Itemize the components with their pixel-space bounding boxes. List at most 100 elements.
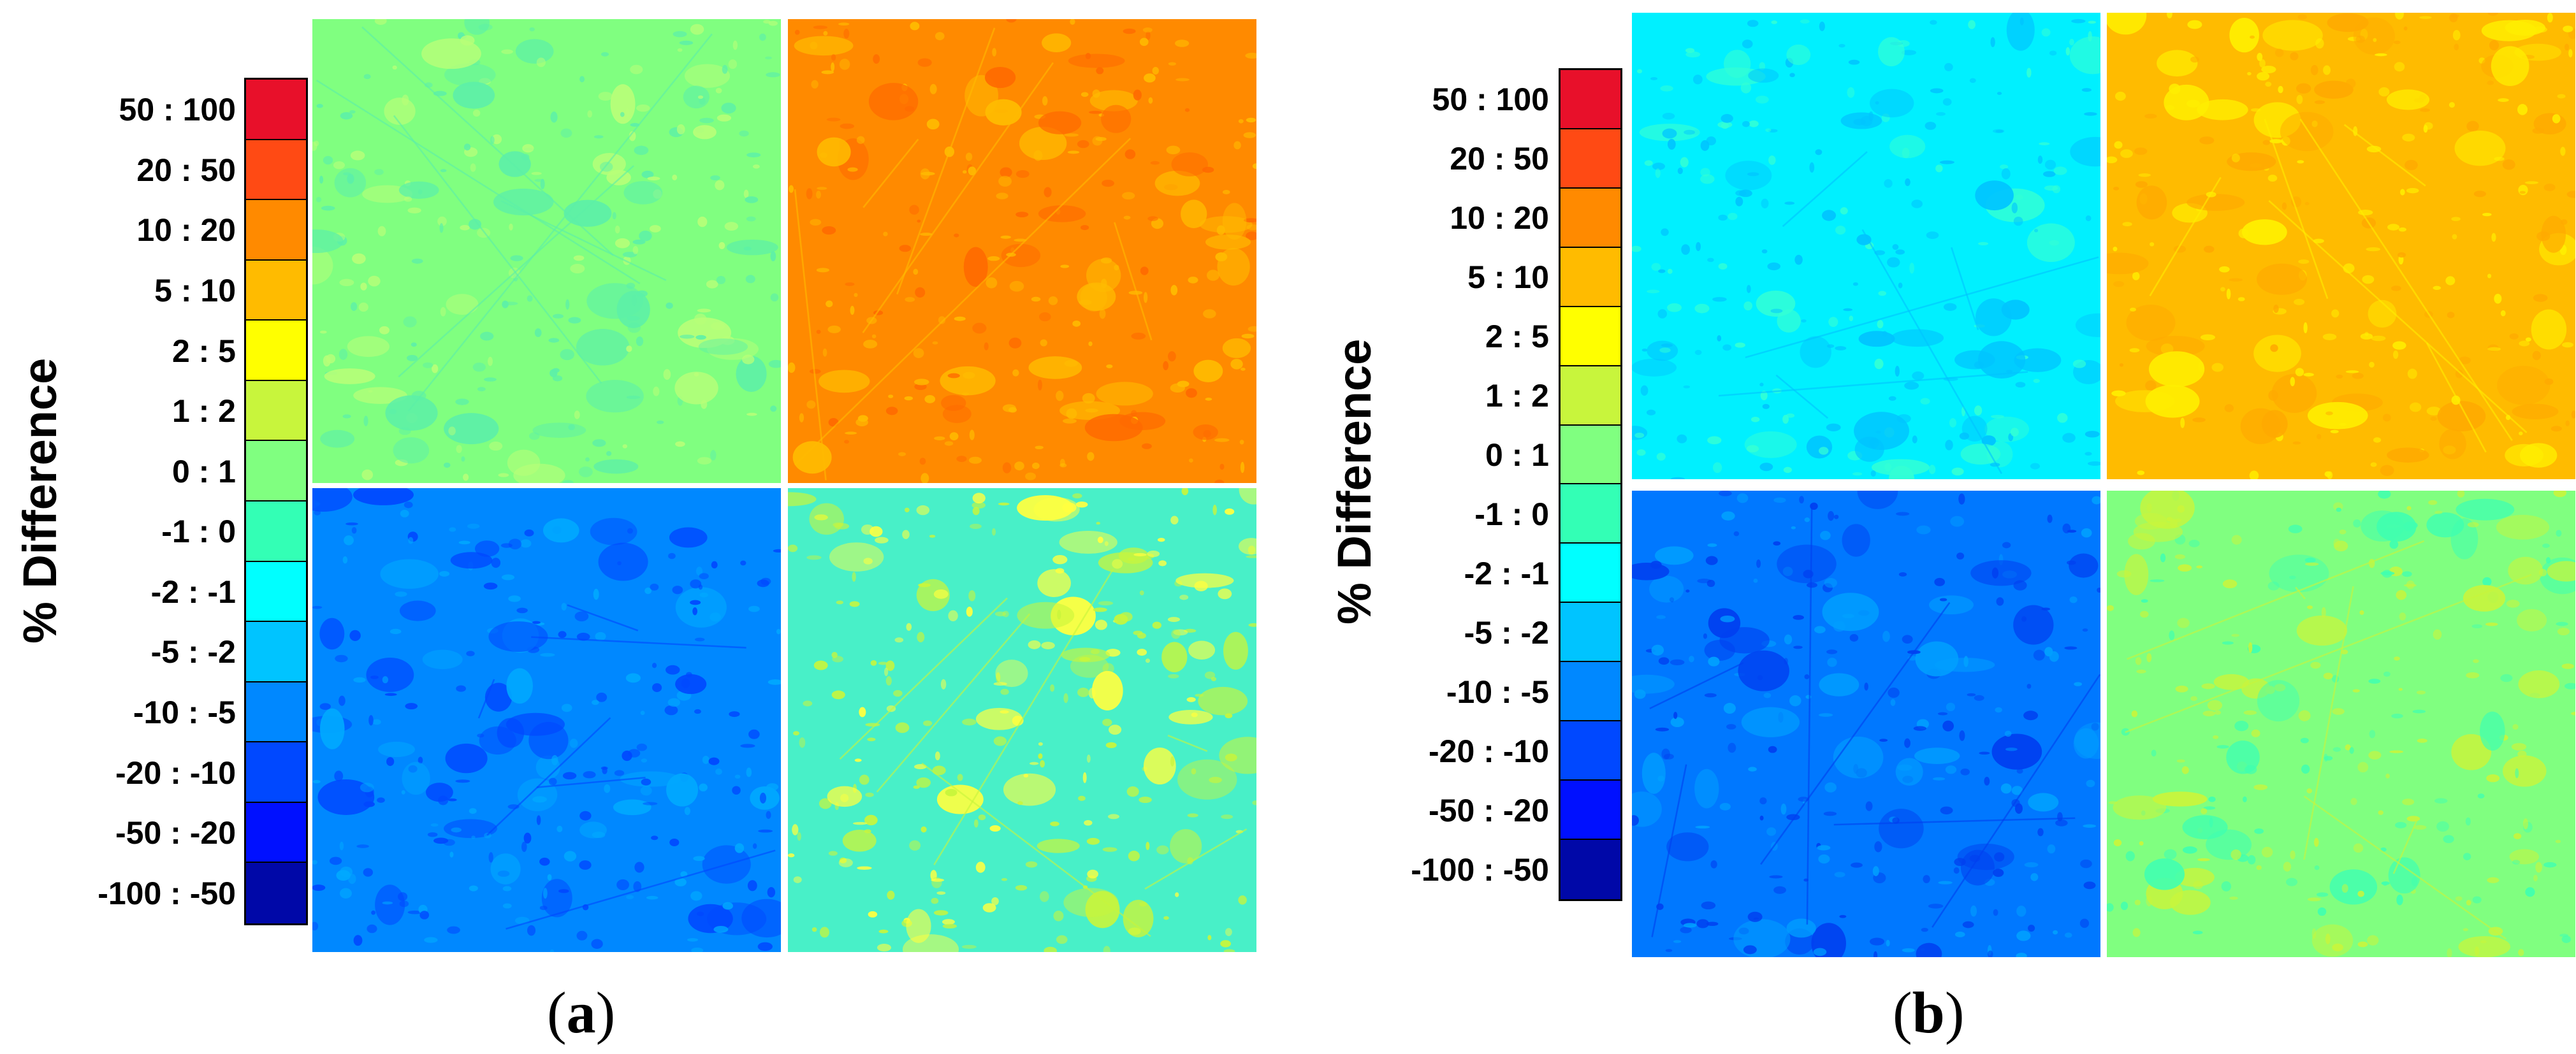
map-patch bbox=[1794, 254, 1803, 265]
map-patch bbox=[1912, 371, 1925, 380]
map-patch bbox=[1233, 141, 1241, 150]
map-patch bbox=[2262, 20, 2323, 51]
map-patch bbox=[1946, 702, 1956, 712]
map-patch bbox=[2069, 553, 2099, 578]
colorbar-label: 5 : 10 bbox=[1467, 259, 1549, 296]
map-patch bbox=[2500, 310, 2506, 317]
map-patch bbox=[1849, 315, 1854, 321]
map-patch bbox=[349, 630, 361, 641]
map-patch bbox=[1991, 733, 2042, 770]
map-patch bbox=[2033, 649, 2045, 661]
map-patch bbox=[1086, 754, 1091, 763]
map-patch bbox=[2211, 363, 2224, 372]
map-patch bbox=[2113, 187, 2120, 191]
map-patch bbox=[399, 600, 436, 621]
map-patch bbox=[898, 452, 906, 456]
map-patch bbox=[1847, 87, 1855, 98]
map-patch bbox=[1694, 769, 1719, 809]
map-patch bbox=[1870, 470, 1876, 477]
map-patch bbox=[1932, 777, 1946, 781]
map-patch bbox=[1930, 88, 1944, 94]
map-patch bbox=[326, 354, 336, 364]
map-patch bbox=[923, 720, 933, 726]
map-patch bbox=[1898, 572, 1907, 577]
map-patch bbox=[1759, 382, 1764, 387]
colorbar-swatch bbox=[1561, 721, 1620, 781]
map-patch bbox=[2368, 300, 2397, 328]
map-patch bbox=[873, 54, 880, 64]
map-patch bbox=[1100, 278, 1107, 289]
map-patch bbox=[1677, 167, 1683, 175]
map-patch bbox=[2006, 13, 2035, 51]
map-patch bbox=[532, 796, 547, 803]
map-patch bbox=[356, 844, 369, 848]
map-patch bbox=[850, 305, 855, 315]
colorbar-label: -100 : -50 bbox=[1411, 851, 1549, 888]
map-patch bbox=[456, 685, 467, 692]
map-patch bbox=[2403, 584, 2417, 588]
map-patch bbox=[793, 731, 799, 736]
map-patch bbox=[2073, 728, 2099, 759]
map-patch bbox=[1735, 342, 1745, 348]
map-patch bbox=[1647, 289, 1660, 294]
map-patch bbox=[963, 170, 967, 174]
map-patch bbox=[934, 436, 945, 440]
colorbar-label: -10 : -5 bbox=[133, 695, 236, 730]
map-patch bbox=[501, 574, 515, 581]
map-patch bbox=[1057, 609, 1061, 620]
map-patch bbox=[2500, 674, 2513, 682]
map-patch bbox=[2069, 596, 2078, 603]
map-patch bbox=[715, 87, 722, 94]
map-patch bbox=[2053, 930, 2058, 935]
map-patch bbox=[2303, 322, 2308, 334]
map-patch bbox=[411, 342, 417, 347]
map-patch bbox=[1131, 332, 1146, 340]
map-patch bbox=[1786, 918, 1816, 938]
map-patch bbox=[1161, 642, 1188, 672]
map-patch bbox=[1957, 843, 2014, 870]
map-patch bbox=[2454, 130, 2506, 166]
map-patch bbox=[2150, 579, 2165, 582]
map-patch bbox=[2107, 605, 2114, 611]
map-patch bbox=[2466, 900, 2471, 906]
map-patch bbox=[576, 329, 630, 366]
map-patch bbox=[2219, 266, 2230, 273]
map-patch bbox=[1641, 753, 1666, 794]
panel-caption: (b) bbox=[1893, 980, 1965, 1045]
map-patch bbox=[312, 779, 321, 784]
map-patch bbox=[2295, 368, 2304, 377]
map-patch bbox=[699, 592, 708, 598]
map-streak bbox=[921, 762, 1151, 937]
map-patch bbox=[1718, 263, 1728, 270]
colorbar-label: 10 : 20 bbox=[136, 212, 236, 249]
map-patch bbox=[948, 610, 958, 622]
map-patch bbox=[2177, 617, 2190, 628]
map-patch bbox=[1928, 904, 1944, 909]
map-patch bbox=[382, 901, 393, 905]
map-streak bbox=[361, 26, 614, 256]
map-patch bbox=[506, 668, 533, 704]
map-patch bbox=[448, 426, 456, 436]
map-patch bbox=[819, 370, 870, 393]
map-patch bbox=[699, 573, 709, 579]
map-patch bbox=[2494, 293, 2502, 304]
map-patch bbox=[998, 175, 1012, 187]
map-patch bbox=[1815, 149, 1823, 155]
map-patch bbox=[1095, 136, 1107, 141]
map-patch bbox=[715, 180, 725, 191]
map-patch bbox=[827, 325, 841, 333]
map-patch bbox=[1695, 825, 1710, 829]
map-patch bbox=[2080, 859, 2092, 869]
map-patch bbox=[2257, 680, 2300, 722]
map-patch bbox=[2214, 710, 2222, 715]
map-patch bbox=[2030, 873, 2039, 881]
map-patch bbox=[430, 823, 439, 827]
map-patch bbox=[1877, 320, 1884, 329]
map-patch bbox=[913, 268, 919, 275]
map-patch bbox=[728, 59, 738, 69]
map-patch bbox=[2392, 350, 2399, 359]
map-streak bbox=[896, 27, 996, 295]
map-patch bbox=[843, 29, 850, 39]
map-patch bbox=[956, 456, 967, 462]
map-patch bbox=[2023, 711, 2039, 721]
